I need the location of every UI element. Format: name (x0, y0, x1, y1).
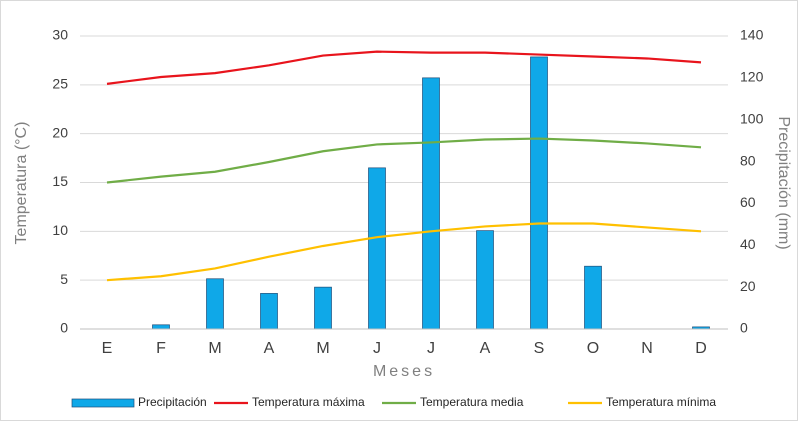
legend-label: Temperatura mínima (606, 395, 716, 409)
legend-label: Temperatura media (420, 395, 524, 409)
legend-label: Precipitación (138, 395, 207, 409)
line (106, 137, 702, 184)
bar (368, 167, 386, 330)
y-tick-label: 20 (52, 124, 68, 140)
x-tick-label: A (480, 340, 491, 357)
x-tick-label: F (156, 340, 166, 357)
x-tick-label: O (587, 340, 599, 357)
y-tick-label: 10 (52, 222, 68, 238)
y2-tick-label: 120 (740, 69, 764, 85)
y-axis-title: Temperatura (°C) (13, 122, 30, 245)
y-tick-label: 15 (52, 173, 68, 189)
y-tick-label: 5 (60, 271, 68, 287)
line (106, 50, 702, 85)
x-tick-label: N (641, 340, 653, 357)
legend-swatch (71, 398, 135, 408)
bar (314, 286, 332, 330)
x-tick-label: J (373, 340, 381, 357)
y-tick-label: 0 (60, 320, 68, 336)
x-tick-label: E (102, 340, 113, 357)
line (106, 222, 702, 282)
bar (152, 324, 170, 330)
x-tick-label: J (427, 340, 435, 357)
x-tick-label: M (208, 340, 221, 357)
x-tick-label: S (534, 340, 545, 357)
y2-tick-label: 40 (740, 236, 756, 252)
bar (530, 56, 548, 330)
y2-tick-label: 0 (740, 320, 748, 336)
y2-tick-label: 60 (740, 194, 756, 210)
bar (584, 265, 602, 330)
y2-tick-label: 20 (740, 278, 756, 294)
x-tick-label: A (264, 340, 275, 357)
y2-tick-label: 80 (740, 152, 756, 168)
y2-tick-label: 140 (740, 27, 764, 43)
y2-axis-title: Precipitación (mm) (775, 116, 792, 249)
bar (206, 278, 224, 330)
x-axis-title: Meses (373, 363, 435, 380)
bar (260, 293, 278, 330)
bar (422, 77, 440, 330)
x-tick-label: D (695, 340, 707, 357)
y-tick-label: 25 (52, 76, 68, 92)
legend-label: Temperatura máxima (252, 395, 365, 409)
x-tick-label: M (316, 340, 329, 357)
bar (476, 230, 494, 330)
y2-tick-label: 100 (740, 110, 764, 126)
y-tick-label: 30 (52, 27, 68, 43)
